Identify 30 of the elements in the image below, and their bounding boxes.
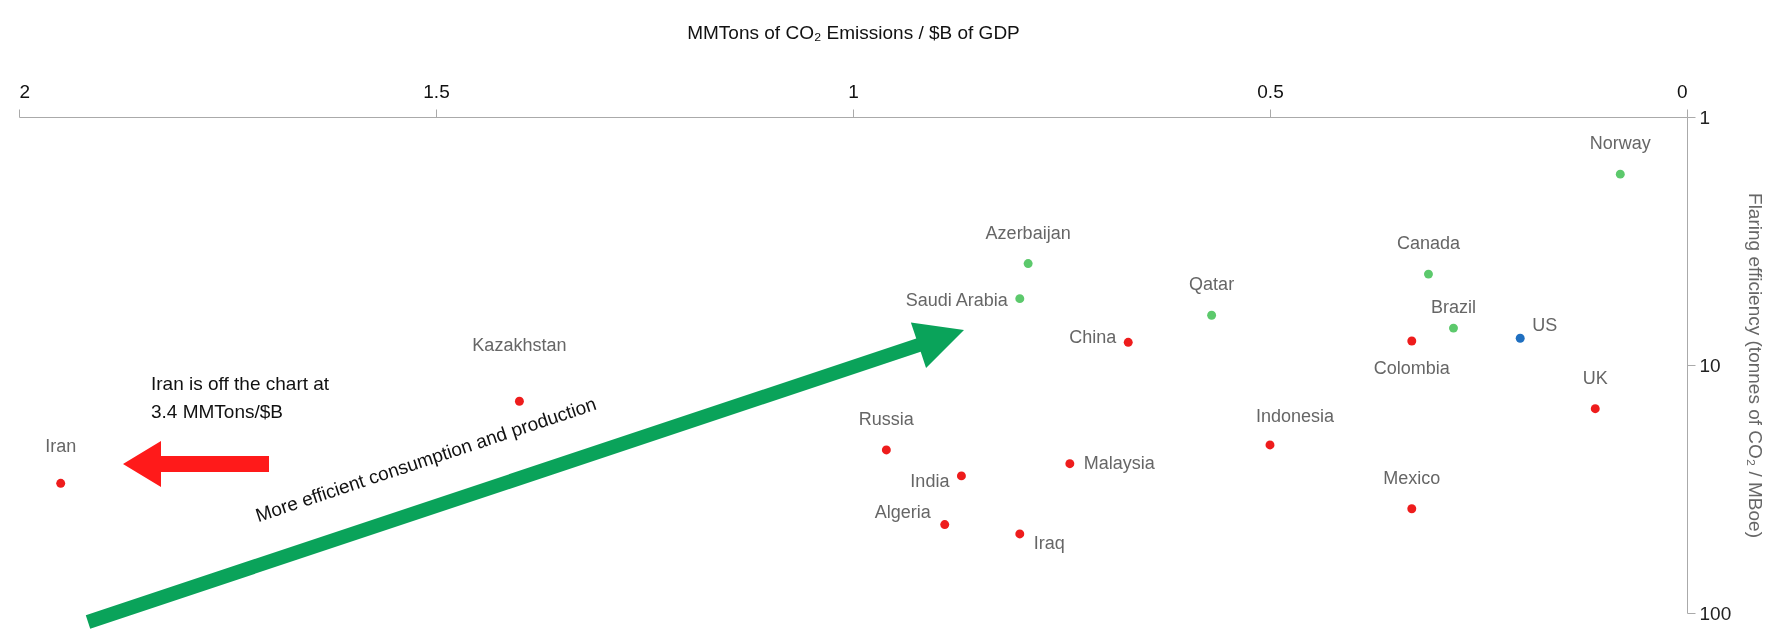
x-tick-label: 0.5 [1257, 80, 1284, 102]
x-tick-label: 1.5 [423, 80, 450, 102]
series-label: Colombia [1373, 357, 1451, 378]
annotation: Iran is off the chart at 3.4 MMTons/$B [151, 372, 331, 424]
x-axis-title: MMTons of CO₂ Emissions / $B of GDP [687, 21, 1020, 43]
series-label: Russia [858, 408, 915, 429]
series-label: Qatar [1189, 274, 1235, 295]
series-label: Iran [45, 436, 77, 457]
y-tick-label: 10 [1699, 354, 1721, 376]
x-tick-label: 0 [1676, 80, 1688, 102]
text: Kazakhstan [472, 335, 567, 356]
series-label: Norway [1589, 133, 1651, 154]
series-label: Algeria [874, 501, 932, 522]
series-label: UK [1582, 367, 1608, 388]
series-label: Saudi Arabia [905, 289, 1009, 310]
series-label: Mexico [1383, 467, 1441, 488]
series-label: Indonesia [1255, 405, 1336, 426]
series-label: India [910, 470, 951, 491]
y-tick-label: 1 [1699, 106, 1711, 128]
y-axis-title: Flaring efficiency (tonnes of CO₂ / MBoe) [1745, 193, 1767, 538]
series-label: China [1069, 327, 1118, 348]
series-label: Iraq [1033, 532, 1065, 553]
series-label: Azerbaijan [985, 222, 1071, 243]
series-label: Canada [1396, 233, 1461, 254]
series-label: US [1532, 315, 1558, 336]
series-label: Malaysia [1083, 452, 1156, 473]
x-tick-label: 1 [848, 80, 859, 102]
series-label: Brazil [1430, 297, 1476, 318]
y-tick-label: 100 [1699, 602, 1732, 624]
x-tick-label: 2 [19, 80, 31, 102]
